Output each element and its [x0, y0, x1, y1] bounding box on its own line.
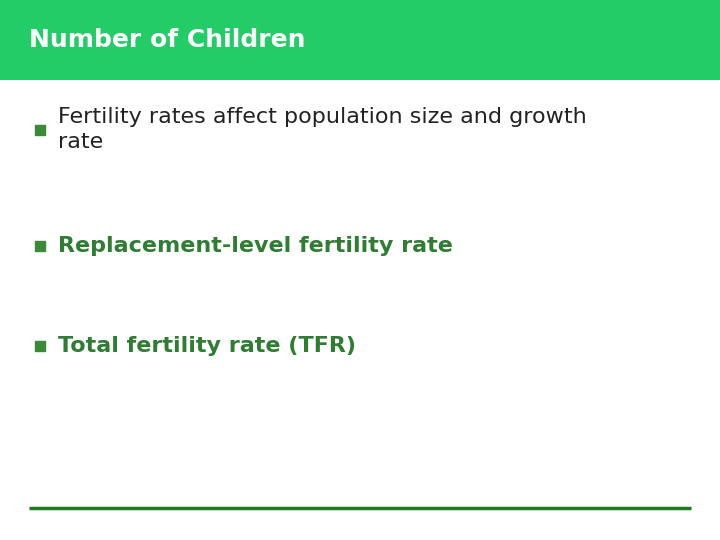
Text: Total fertility rate (TFR): Total fertility rate (TFR) [58, 335, 356, 356]
Text: Replacement-level fertility rate: Replacement-level fertility rate [58, 235, 452, 256]
Text: Number of Children: Number of Children [29, 28, 305, 52]
Bar [0, 0, 720, 80]
Text: Fertility rates affect population size and growth
rate: Fertility rates affect population size a… [58, 107, 586, 152]
